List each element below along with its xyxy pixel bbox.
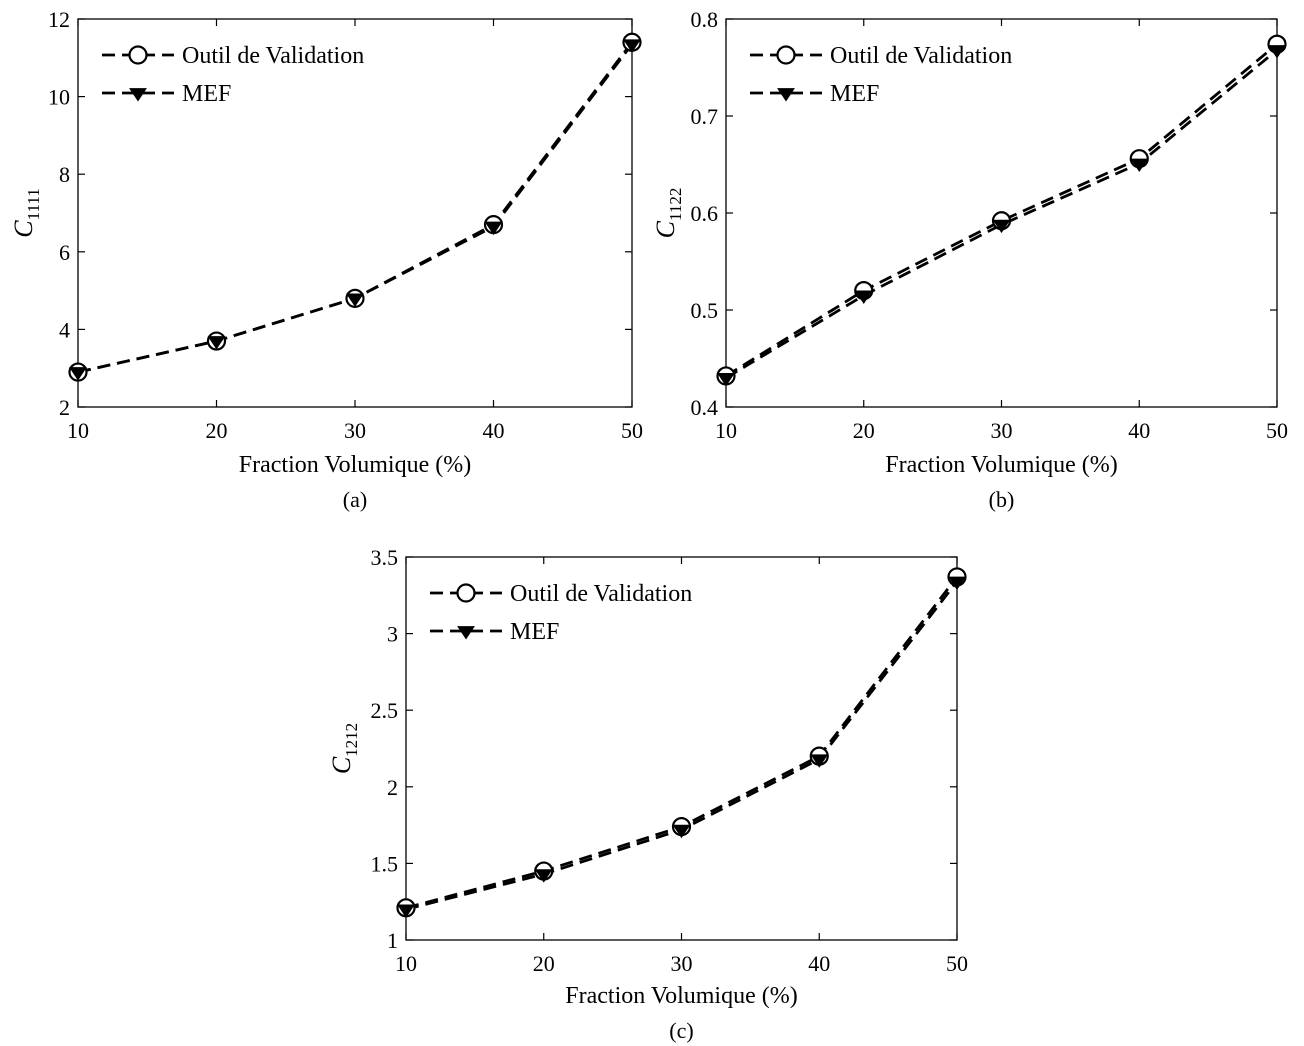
y-tick-label: 4	[59, 317, 70, 342]
y-axis-title: C1212	[327, 723, 361, 774]
legend-marker-circle	[776, 45, 796, 65]
y-tick-label: 0.5	[691, 298, 719, 323]
x-tick-label: 20	[206, 418, 228, 443]
x-axis-title: Fraction Volumique (%)	[239, 452, 471, 478]
series-markers-2	[717, 45, 1286, 387]
chart-panel-a: (a) 10 20 30 40 50 2 4 6 8 10 12 Fraction Volumique…	[0, 0, 652, 520]
y-tick-label: 2	[387, 775, 398, 800]
series-line-2	[405, 580, 959, 911]
legend-marker-circle	[456, 583, 476, 603]
y-axis-title-main: C	[9, 220, 38, 238]
data-point-triangle-down	[484, 221, 503, 236]
x-tick-label: 10	[715, 418, 737, 443]
chart-c-svg: (c) 10 20 30 40 50 1 1.5 2 2.5 3 3.5 Fraction Volum…	[327, 545, 968, 1043]
legend-marker	[776, 45, 796, 65]
chart-b-caption: (b)	[989, 487, 1015, 512]
y-tick-label: 1	[387, 928, 398, 953]
y-tick-label: 0.6	[691, 201, 719, 226]
y-tick-label: 2.5	[371, 698, 399, 723]
y-axis-title: C1111	[9, 188, 43, 237]
data-point-triangle-down	[346, 293, 364, 307]
series-line-1	[725, 43, 1278, 378]
series-line-1	[405, 576, 959, 910]
data-point-triangle-down	[623, 39, 641, 53]
series-markers-2	[69, 39, 641, 381]
data-point-triangle-down	[672, 824, 691, 839]
data-point-triangle-down	[69, 367, 87, 381]
legend-label: Outil de Validation	[830, 43, 1012, 69]
legend-label: MEF	[830, 81, 879, 107]
y-tick-label: 6	[59, 240, 70, 265]
y-axis-title: C1122	[651, 188, 685, 239]
legend-marker-triangle-down	[457, 626, 475, 640]
y-tick-label: 3	[387, 622, 398, 647]
x-tick-label: 10	[395, 951, 417, 976]
series-line-2	[77, 43, 634, 374]
y-tick-label: 10	[48, 85, 70, 110]
x-axis-title: Fraction Volumique (%)	[565, 983, 797, 1009]
plot-frame	[405, 556, 958, 941]
legend-marker	[129, 88, 147, 102]
y-tick-label: 8	[59, 162, 70, 187]
chart-panel-c: (c) 10 20 30 40 50 1 1.5 2 2.5 3 3.5 Fraction Volum…	[326, 535, 978, 1046]
x-tick-label: 40	[808, 951, 830, 976]
y-axis-title-sub: 1212	[342, 723, 361, 757]
y-tick-label: 0.8	[691, 7, 719, 32]
x-tick-label: 30	[344, 418, 366, 443]
series-line-1	[77, 41, 634, 374]
y-tick-label: 12	[48, 7, 70, 32]
data-point-triangle-down	[717, 373, 735, 387]
data-point-triangle-down	[1130, 158, 1149, 173]
data-point-triangle-down	[992, 219, 1011, 234]
x-tick-label: 40	[1128, 418, 1150, 443]
data-point-triangle-down	[1268, 45, 1286, 59]
series-markers-1	[396, 567, 967, 918]
y-tick-label: 2	[59, 395, 70, 420]
data-point-triangle-down	[534, 869, 553, 883]
legend-marker	[457, 626, 475, 640]
x-tick-label: 50	[621, 418, 643, 443]
x-tick-label: 20	[533, 951, 555, 976]
x-tick-label: 30	[671, 951, 693, 976]
x-tick-label: 50	[1266, 418, 1288, 443]
x-tick-label: 40	[483, 418, 505, 443]
y-tick-label: 0.7	[691, 104, 719, 129]
legend-marker	[128, 45, 148, 65]
x-tick-label: 30	[991, 418, 1013, 443]
legend-label: MEF	[510, 619, 559, 645]
y-axis-title-main: C	[651, 220, 680, 238]
chart-panel-b: (b) 10 20 30 40 50 0.4 0.5 0.6 0.7 0.8 Fraction Vo…	[651, 0, 1304, 520]
series-markers-2	[397, 576, 966, 918]
y-axis-title-main: C	[327, 756, 356, 774]
legend-marker	[456, 583, 476, 603]
data-point-triangle-down	[948, 576, 966, 591]
data-point-triangle-down	[207, 336, 226, 350]
legend-marker-triangle-down	[777, 88, 795, 102]
chart-a-svg: (a) 10 20 30 40 50 2 4 6 8 10 12 Fraction Volumique…	[9, 7, 643, 512]
x-tick-label: 50	[946, 951, 968, 976]
x-tick-label: 20	[853, 418, 875, 443]
series-line-2	[725, 48, 1278, 380]
x-tick-label: 10	[67, 418, 89, 443]
series-markers-1	[68, 32, 642, 382]
y-tick-label: 0.4	[691, 395, 719, 420]
legend-label: Outil de Validation	[182, 43, 364, 69]
chart-a-caption: (a)	[343, 487, 367, 512]
chart-b-svg: (b) 10 20 30 40 50 0.4 0.5 0.6 0.7 0.8 Fraction Vo…	[651, 7, 1288, 512]
y-tick-label: 3.5	[371, 545, 399, 570]
y-tick-label: 1.5	[371, 851, 399, 876]
plot-frame	[77, 18, 633, 408]
chart-c-caption: (c)	[669, 1018, 693, 1043]
legend-label: Outil de Validation	[510, 581, 692, 607]
data-point-triangle-down	[854, 290, 873, 304]
legend-marker	[777, 88, 795, 102]
y-axis-title-sub: 1122	[666, 188, 685, 221]
data-point-triangle-down	[397, 904, 415, 918]
data-point-triangle-down	[810, 754, 829, 768]
legend-marker-triangle-down	[129, 88, 147, 102]
legend-marker-circle	[128, 45, 148, 65]
x-axis-title: Fraction Volumique (%)	[885, 452, 1117, 478]
legend-label: MEF	[182, 81, 231, 107]
y-axis-title-sub: 1111	[24, 188, 43, 220]
